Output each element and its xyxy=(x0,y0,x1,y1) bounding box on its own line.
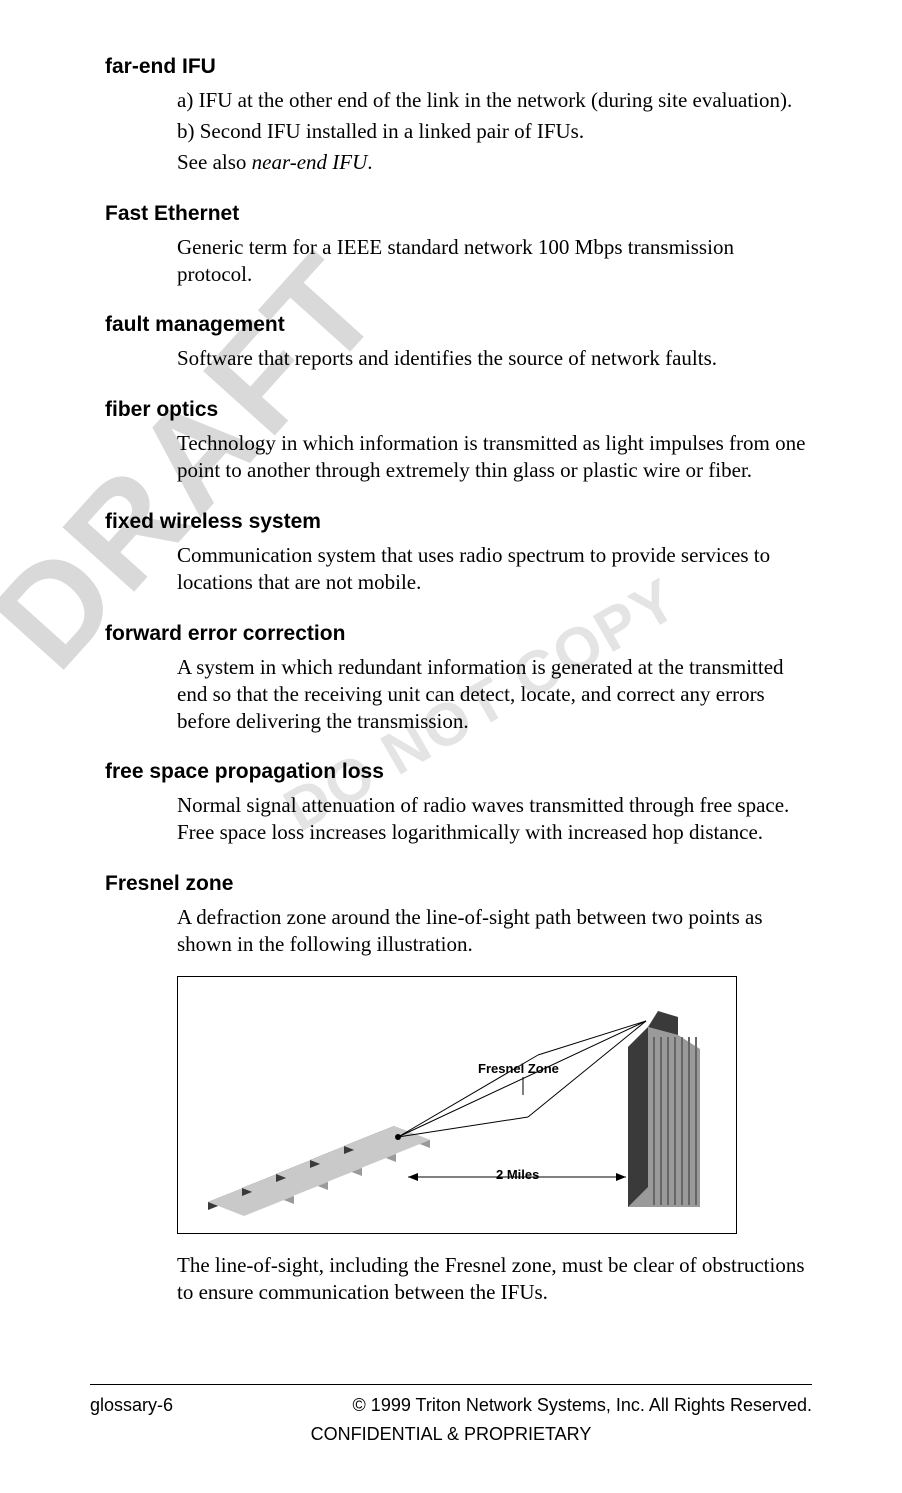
glossary-definition: Technology in which information is trans… xyxy=(177,430,812,484)
footer-page-label: glossary-6 xyxy=(90,1395,173,1416)
glossary-definition: b) Second IFU installed in a linked pair… xyxy=(177,118,812,145)
glossary-definition: The line-of-sight, including the Fresnel… xyxy=(177,1252,812,1306)
glossary-term: fiber optics xyxy=(105,398,812,422)
figure-svg xyxy=(178,977,737,1234)
page-footer: glossary-6 © 1999 Triton Network Systems… xyxy=(90,1384,812,1445)
glossary-term: free space propagation loss xyxy=(105,760,812,784)
glossary-term: Fast Ethernet xyxy=(105,202,812,226)
right-building-icon xyxy=(628,1011,700,1207)
footer-copyright: © 1999 Triton Network Systems, Inc. All … xyxy=(353,1395,812,1416)
glossary-term: fault management xyxy=(105,313,812,337)
glossary-content: far-end IFU a) IFU at the other end of th… xyxy=(105,55,812,1306)
fresnel-figure: Fresnel Zone 2 Miles xyxy=(177,976,812,1234)
glossary-definition: Communication system that uses radio spe… xyxy=(177,542,812,596)
distance-label: 2 Miles xyxy=(496,1167,539,1182)
glossary-term: far-end IFU xyxy=(105,55,812,79)
glossary-definition: Generic term for a IEEE standard network… xyxy=(177,234,812,288)
glossary-definition: Software that reports and identifies the… xyxy=(177,345,812,372)
glossary-definition: A system in which redundant information … xyxy=(177,654,812,735)
glossary-definition: Normal signal attenuation of radio waves… xyxy=(177,792,812,846)
glossary-term: Fresnel zone xyxy=(105,872,812,896)
glossary-definition: A defraction zone around the line-of-sig… xyxy=(177,904,812,958)
glossary-definition: a) IFU at the other end of the link in t… xyxy=(177,87,812,114)
fresnel-zone-label: Fresnel Zone xyxy=(478,1061,559,1076)
glossary-seealso: See also near-end IFU. xyxy=(177,149,812,176)
glossary-term: forward error correction xyxy=(105,622,812,646)
footer-rule xyxy=(90,1384,812,1385)
glossary-term: fixed wireless system xyxy=(105,510,812,534)
footer-confidential: CONFIDENTIAL & PROPRIETARY xyxy=(90,1424,812,1445)
